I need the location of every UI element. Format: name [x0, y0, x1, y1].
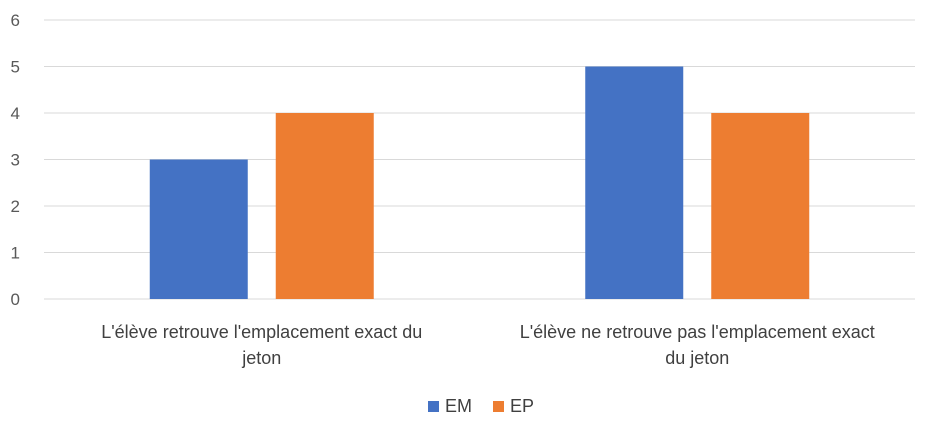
bar-ep-2 [711, 113, 809, 299]
y-axis-ticks: 0 1 2 3 4 5 6 [11, 11, 20, 309]
legend-label-em: EM [445, 396, 472, 416]
bar-ep-1 [276, 113, 374, 299]
category-label: jeton [241, 348, 281, 368]
legend: EM EP [428, 396, 534, 416]
bar-em-1 [150, 160, 248, 300]
category-label: L'élève retrouve l'emplacement exact du [101, 322, 422, 342]
y-tick-label: 5 [11, 58, 20, 77]
y-tick-label: 3 [11, 151, 20, 170]
y-tick-label: 1 [11, 244, 20, 263]
bar-em-2 [585, 67, 683, 300]
legend-swatch-em [428, 401, 439, 412]
category-label: du jeton [665, 348, 729, 368]
y-tick-label: 0 [11, 290, 20, 309]
y-tick-label: 2 [11, 197, 20, 216]
y-tick-label: 4 [11, 104, 20, 123]
legend-swatch-ep [493, 401, 504, 412]
legend-label-ep: EP [510, 396, 534, 416]
y-tick-label: 6 [11, 11, 20, 30]
category-labels: L'élève retrouve l'emplacement exact du j… [101, 322, 875, 368]
category-label: L'élève ne retrouve pas l'emplacement ex… [520, 322, 875, 342]
bars [150, 67, 810, 300]
